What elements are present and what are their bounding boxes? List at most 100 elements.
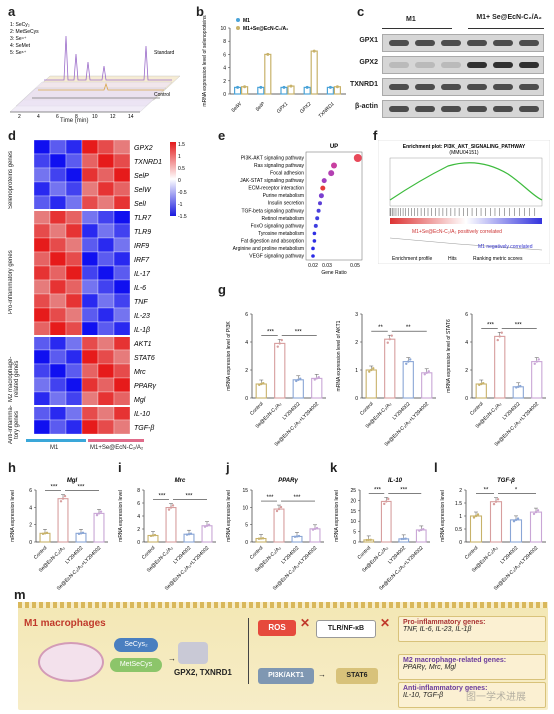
bar <box>311 377 323 399</box>
gene-label: IRF7 <box>134 257 150 264</box>
y-tick: 0 <box>355 396 358 402</box>
data-point <box>386 341 389 344</box>
significance-label: *** <box>266 495 274 501</box>
heatmap-cell <box>81 293 99 309</box>
heatmap-cell <box>33 223 51 239</box>
data-point <box>425 371 428 374</box>
y-axis-label: mRNA expression level of STAT6 <box>446 319 452 393</box>
x-axis-label: Gene Ratio <box>321 270 347 276</box>
heatmap-cell <box>65 293 83 309</box>
heatmap-cell <box>65 140 83 155</box>
heatmap-group-label: Anti-inflamma-tory genes <box>8 405 20 444</box>
data-point <box>167 508 171 511</box>
gsea-annotation: M1+Se@EcN-C₂/A₂ positively correlated <box>412 229 502 235</box>
bar <box>201 525 213 543</box>
heatmap-cell <box>81 307 99 323</box>
pathway-dot <box>331 162 337 169</box>
data-point <box>59 500 63 503</box>
blot-row <box>382 100 544 118</box>
data-point <box>478 383 481 387</box>
heatmap-cell <box>65 251 83 267</box>
bar <box>273 508 285 543</box>
chart-title: TGF-β <box>497 478 515 484</box>
heatmap-cell <box>49 167 67 183</box>
pathway-dot <box>313 223 318 228</box>
y-tick: 2 <box>245 368 248 374</box>
heatmap-cell <box>49 195 67 211</box>
heatmap-cell <box>97 265 115 281</box>
data-point <box>312 49 316 53</box>
bar <box>402 361 414 399</box>
bar <box>309 528 321 543</box>
heatmap-cell <box>49 265 67 281</box>
chromatogram-legend: 1: SeCy₂ 2: MetSeCys 3: Se⁴⁺ 4: SeMet 5:… <box>10 22 39 56</box>
data-point <box>261 537 265 540</box>
y-tick: 4 <box>137 514 140 520</box>
watermark: 图一学术进展 <box>466 692 526 703</box>
heatmap-cell <box>33 419 51 435</box>
m2-box: M2 macrophage-related genes: PPARγ, Mrc,… <box>398 654 546 680</box>
heatmap-cell <box>65 405 83 421</box>
bar <box>39 532 51 543</box>
data-point <box>423 373 426 376</box>
heatmap-cell <box>65 377 83 393</box>
chart-title: Mrc <box>175 478 186 484</box>
heatmap-cell <box>33 167 51 183</box>
data-point <box>259 85 263 89</box>
blot-row-label: β-actin <box>355 103 378 110</box>
y-tick: 15 <box>350 509 356 515</box>
data-point <box>61 497 65 500</box>
data-point <box>45 531 49 535</box>
data-point <box>535 360 538 363</box>
panel-label-c: c <box>357 4 365 19</box>
blot-band <box>493 106 513 112</box>
y-tick: 6 <box>29 488 32 494</box>
data-point <box>243 85 247 89</box>
heatmap-cell <box>33 293 51 309</box>
panel-label-m: m <box>14 587 26 602</box>
heatmap-cell <box>33 279 51 295</box>
data-point <box>295 535 299 538</box>
heatmap-cell <box>65 391 83 407</box>
panel-label-a: a <box>8 4 16 19</box>
heatmap-cell <box>49 391 67 407</box>
bar <box>531 361 543 399</box>
data-point <box>153 533 157 537</box>
bar <box>384 338 396 399</box>
data-point <box>409 358 412 361</box>
data-point <box>519 384 522 388</box>
pathway-label: Focal adhesion <box>270 171 304 177</box>
y-tick: 6 <box>245 312 248 318</box>
data-point <box>79 532 83 535</box>
pathway-dot <box>320 185 326 191</box>
y-tick: 0 <box>137 540 140 546</box>
gpx-label: GPX2, TXNRD1 <box>174 668 232 677</box>
y-tick: 5 <box>353 530 356 536</box>
x-tick: Control <box>249 401 265 417</box>
bar <box>365 369 377 399</box>
data-point <box>277 507 281 511</box>
blot-band <box>493 84 513 90</box>
heatmap-cell <box>33 181 51 197</box>
panel-label-d: d <box>8 128 16 143</box>
y-tick: 1 <box>355 368 358 374</box>
heatmap-cell <box>113 181 131 197</box>
gene-label: AKT1 <box>133 341 152 348</box>
panel-label-i: i <box>118 460 122 475</box>
blot-band <box>467 84 487 90</box>
heatmap-cell <box>65 181 83 197</box>
x-tick: 0.02 <box>308 263 318 269</box>
x-tick: SelW <box>230 100 244 114</box>
heatmap-panel: Selenoproteins genes Pro-inflammatory ge… <box>8 140 208 455</box>
heatmap-cell <box>65 349 83 365</box>
data-point <box>236 85 240 89</box>
data-point <box>185 533 189 536</box>
y-tick: 0 <box>223 92 226 98</box>
heatmap-cell <box>113 391 131 407</box>
blot-band <box>441 62 461 68</box>
chart-title: IL-10 <box>388 478 403 484</box>
akt1-bar-chart: 0 1 2 3 mRNA expression level of AKT1 Control… <box>336 312 436 446</box>
heatmap-cell <box>81 195 99 211</box>
